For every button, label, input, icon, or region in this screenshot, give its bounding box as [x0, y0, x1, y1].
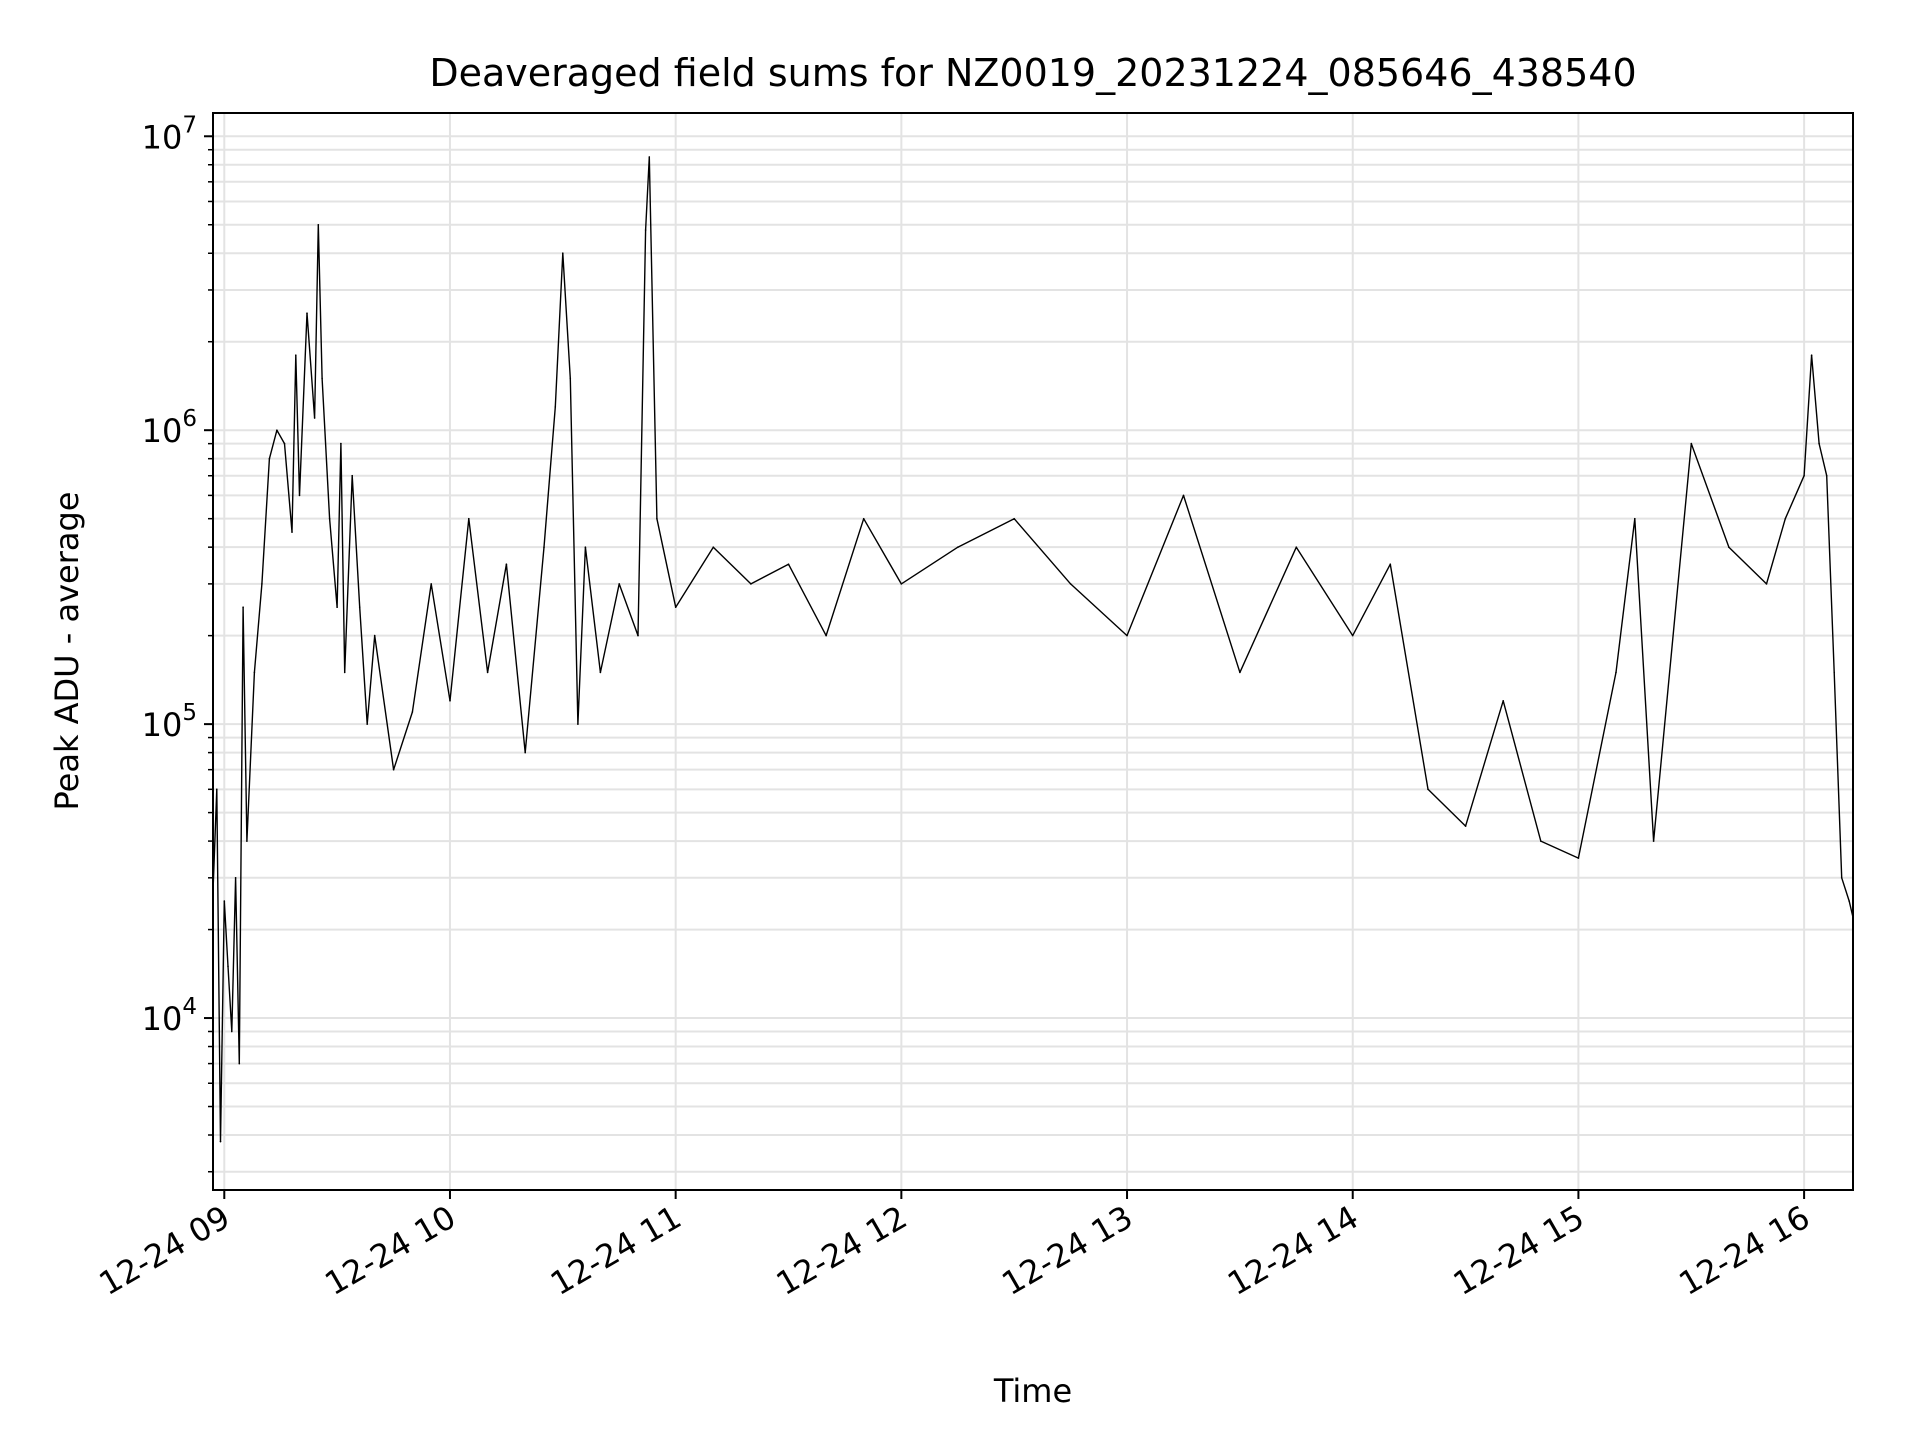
data-point: [1810, 354, 1813, 357]
data-point: [1803, 474, 1805, 477]
data-point: [1765, 583, 1768, 585]
data-point: [1652, 840, 1655, 842]
data-point: [317, 224, 320, 226]
data-point: [674, 606, 677, 608]
data-point: [261, 583, 263, 585]
grid: [213, 113, 1853, 1190]
data-point: [1069, 583, 1072, 585]
data-point: [336, 606, 338, 608]
data-point: [1502, 700, 1504, 702]
data-point: [584, 546, 587, 548]
data-point: [1427, 788, 1429, 791]
data-point: [223, 900, 226, 902]
data-point: [862, 517, 865, 520]
data-point: [1182, 494, 1185, 497]
data-point: [577, 723, 579, 725]
data-point: [900, 583, 903, 585]
y-tick-label: 106: [142, 406, 197, 450]
series-line: [212, 156, 1854, 1143]
data-point: [543, 546, 545, 548]
data-point: [1464, 825, 1467, 827]
data-point: [268, 457, 271, 460]
data-point: [373, 634, 376, 637]
data-point: [1690, 442, 1693, 445]
data-point: [1389, 563, 1392, 565]
data-point: [430, 583, 433, 585]
data-point: [253, 671, 256, 674]
data-point: [291, 531, 293, 533]
data-point: [1634, 517, 1636, 520]
data-point: [1540, 840, 1542, 842]
data-point: [1577, 857, 1580, 859]
y-tick-label: 107: [142, 112, 197, 156]
data-point: [358, 606, 361, 608]
data-point: [486, 671, 489, 674]
data-point: [313, 417, 316, 419]
data-point: [1013, 517, 1015, 520]
data-point: [468, 517, 470, 520]
data-point: [1848, 900, 1850, 902]
data-point: [1239, 671, 1241, 674]
data-point: [283, 442, 286, 445]
data-point: [569, 377, 572, 380]
data-point: [321, 377, 323, 380]
data-point: [554, 406, 557, 408]
data-point: [1728, 546, 1730, 548]
data-point: [712, 546, 715, 548]
data-point: [1840, 877, 1843, 879]
data-point: [242, 606, 244, 608]
data-point: [825, 634, 827, 637]
data-point: [618, 583, 620, 585]
data-point: [340, 442, 342, 445]
data-point: [750, 583, 752, 585]
data-layer: [212, 156, 1854, 1143]
data-point: [238, 1062, 241, 1065]
data-point: [366, 723, 369, 725]
data-point: [644, 229, 647, 231]
plot-frame: [212, 112, 1854, 1191]
data-point: [1833, 671, 1835, 674]
data-point: [227, 965, 229, 968]
y-tick-label: 104: [142, 994, 197, 1038]
data-point: [246, 840, 248, 842]
y-tick-label: 105: [142, 700, 197, 744]
data-point: [343, 671, 346, 674]
data-point: [306, 312, 308, 315]
data-point: [231, 1030, 233, 1033]
data-point: [1818, 442, 1820, 445]
data-point: [328, 517, 331, 520]
data-point: [787, 563, 790, 565]
data-point: [219, 1140, 222, 1143]
data-point: [562, 252, 564, 254]
data-point: [599, 671, 602, 674]
data-point: [656, 517, 658, 520]
data-point: [351, 474, 354, 477]
y-axis-label: Peak ADU - average: [48, 492, 86, 811]
data-point: [637, 634, 639, 637]
data-point: [1825, 474, 1828, 477]
data-point: [957, 546, 959, 548]
data-point: [295, 354, 297, 357]
data-point: [234, 877, 237, 879]
data-point: [524, 751, 526, 754]
x-axis-label: Time: [993, 1372, 1072, 1410]
chart-title: Deaveraged field sums for NZ0019_2023122…: [429, 51, 1636, 95]
data-point: [411, 711, 414, 713]
data-point: [392, 768, 395, 771]
data-point: [298, 494, 301, 497]
data-point: [648, 156, 651, 158]
data-point: [449, 700, 451, 702]
data-point: [1126, 634, 1128, 637]
data-point: [1784, 517, 1787, 520]
data-point: [505, 563, 508, 565]
data-point: [276, 429, 278, 432]
data-point: [1351, 634, 1354, 637]
data-point: [1615, 671, 1617, 674]
data-point: [1295, 546, 1298, 548]
data-point: [216, 788, 218, 791]
